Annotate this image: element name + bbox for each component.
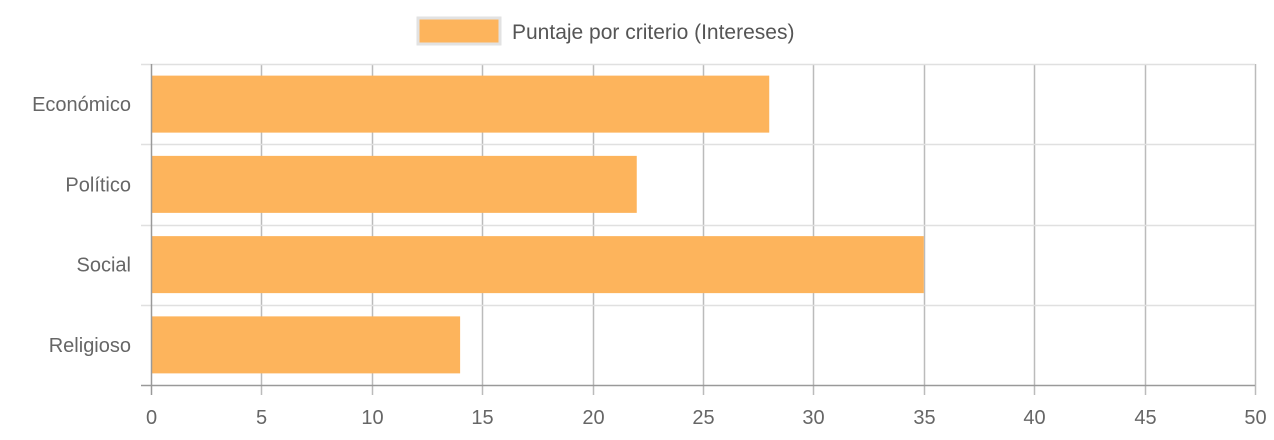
x-tick-label: 45 bbox=[1134, 407, 1156, 429]
bar-religioso[interactable] bbox=[151, 316, 461, 374]
tick-labels: 0 5 10 15 20 25 30 35 40 45 50 Económico Político Soc… bbox=[32, 94, 1267, 429]
bar-económico[interactable] bbox=[151, 75, 770, 133]
grid-lines bbox=[141, 63, 1257, 395]
chart-legend[interactable]: Puntaje por criterio (Intereses) bbox=[416, 16, 794, 46]
bar-social[interactable] bbox=[151, 236, 924, 294]
x-tick-label: 30 bbox=[802, 407, 824, 429]
axes bbox=[141, 64, 1255, 395]
legend-label[interactable]: Puntaje por criterio (Intereses) bbox=[512, 21, 794, 44]
bars bbox=[151, 75, 924, 374]
x-tick-label: 40 bbox=[1023, 407, 1045, 429]
legend-swatch[interactable] bbox=[416, 16, 502, 46]
x-tick-label: 20 bbox=[582, 407, 604, 429]
x-tick-label: 0 bbox=[146, 407, 157, 429]
y-tick-label: Social bbox=[77, 255, 131, 277]
y-tick-label: Político bbox=[65, 174, 131, 196]
x-tick-label: 50 bbox=[1244, 407, 1266, 429]
x-tick-label: 10 bbox=[361, 407, 383, 429]
x-tick-label: 35 bbox=[913, 407, 935, 429]
x-tick-label: 25 bbox=[692, 407, 714, 429]
y-tick-label: Económico bbox=[32, 94, 131, 116]
y-tick-label: Religioso bbox=[49, 335, 131, 357]
x-tick-label: 5 bbox=[256, 407, 267, 429]
x-tick-label: 15 bbox=[471, 407, 493, 429]
bar-político[interactable] bbox=[151, 155, 637, 213]
